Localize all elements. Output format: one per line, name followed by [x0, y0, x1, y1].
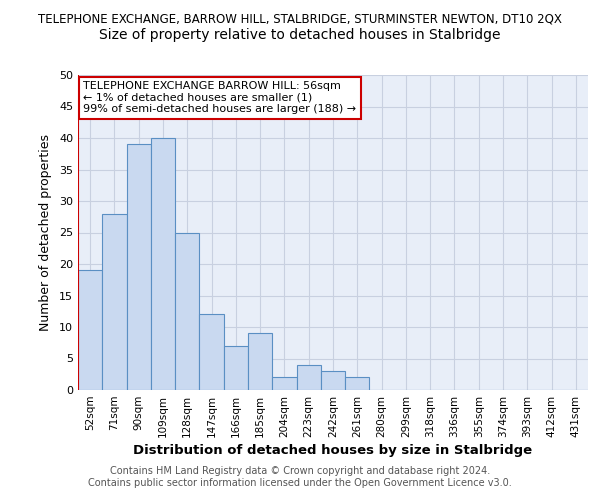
X-axis label: Distribution of detached houses by size in Stalbridge: Distribution of detached houses by size …: [133, 444, 533, 457]
Bar: [224, 346, 248, 390]
Bar: [321, 371, 345, 390]
Text: TELEPHONE EXCHANGE BARROW HILL: 56sqm
← 1% of detached houses are smaller (1)
99: TELEPHONE EXCHANGE BARROW HILL: 56sqm ← …: [83, 82, 356, 114]
Bar: [175, 232, 199, 390]
Y-axis label: Number of detached properties: Number of detached properties: [39, 134, 52, 331]
Bar: [296, 365, 321, 390]
Bar: [127, 144, 151, 390]
Bar: [78, 270, 102, 390]
Bar: [345, 378, 370, 390]
Text: Size of property relative to detached houses in Stalbridge: Size of property relative to detached ho…: [99, 28, 501, 42]
Bar: [199, 314, 224, 390]
Text: TELEPHONE EXCHANGE, BARROW HILL, STALBRIDGE, STURMINSTER NEWTON, DT10 2QX: TELEPHONE EXCHANGE, BARROW HILL, STALBRI…: [38, 12, 562, 26]
Bar: [272, 378, 296, 390]
Text: Contains HM Land Registry data © Crown copyright and database right 2024.
Contai: Contains HM Land Registry data © Crown c…: [88, 466, 512, 487]
Bar: [102, 214, 127, 390]
Bar: [151, 138, 175, 390]
Bar: [248, 334, 272, 390]
